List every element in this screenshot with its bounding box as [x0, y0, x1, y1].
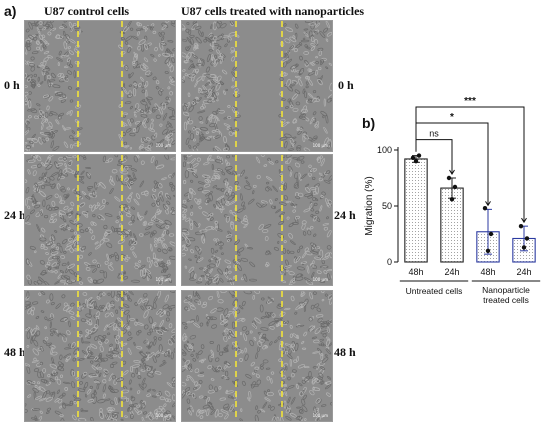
row-label-0h-right: 0 h [338, 78, 354, 92]
y-tick-label-50: 50 [382, 201, 392, 211]
data-point-2-1 [488, 231, 494, 237]
column-title-control: U87 control cells [44, 4, 130, 18]
bar-0 [404, 158, 428, 263]
significance-bracket-2 [415, 106, 525, 223]
significance-arrow-2 [521, 217, 527, 224]
data-point-0-1 [416, 153, 422, 158]
row-label-24h-right: 24 h [334, 208, 356, 222]
scale-bar-label: 100 µm [156, 277, 171, 282]
x-tick-label-1: 24h [444, 267, 459, 277]
data-point-3-1 [524, 236, 530, 241]
significance-label-2: *** [464, 96, 476, 107]
data-point-1-0 [446, 175, 452, 181]
micrograph-treated-48h: 100 µm [181, 290, 333, 422]
data-point-2-0 [482, 206, 488, 211]
panel-a-letter: a) [4, 3, 17, 19]
significance-label-0: ns [429, 129, 439, 139]
row-label-48h-left: 48 h [4, 345, 26, 359]
data-point-2-2 [485, 248, 491, 253]
micrograph-treated-0h: 100 µm [181, 20, 333, 152]
data-point-3-0 [518, 223, 524, 229]
data-point-1-2 [449, 197, 455, 202]
scale-bar-label: 100 µm [156, 413, 171, 418]
group-label-0: Untreated cells [406, 286, 463, 296]
x-tick-label-2: 48h [480, 267, 495, 277]
y-axis-label: Migration (%) [364, 176, 375, 235]
y-tick-label-0: 0 [387, 257, 392, 267]
micrograph-control-0h: 100 µm [24, 20, 176, 152]
scale-bar-label: 100 µm [156, 143, 171, 148]
scale-bar-label: 100 µm [313, 413, 328, 418]
data-point-0-2 [413, 159, 419, 164]
x-tick-label-0: 48h [408, 267, 423, 277]
data-point-3-2 [521, 245, 527, 250]
data-point-1-1 [452, 184, 458, 190]
x-tick-label-3: 24h [516, 267, 531, 277]
row-label-0h-left: 0 h [4, 78, 20, 92]
micrograph-control-24h: 100 µm [24, 154, 176, 286]
column-title-treated: U87 cells treated with nanoparticles [181, 4, 365, 18]
significance-arrow-1 [485, 201, 491, 207]
significance-arrow-0 [449, 169, 455, 175]
panel-b-letter: b) [362, 115, 375, 131]
micrograph-treated-24h: 100 µm [181, 154, 333, 286]
significance-label-1: * [450, 112, 454, 123]
micrograph-control-48h: 100 µm [24, 290, 176, 422]
scale-bar-label: 100 µm [313, 143, 328, 148]
scale-bar-label: 100 µm [313, 277, 328, 282]
migration-bar-chart: b) 0 50 100 Migration (%) 48h 24h 48h 24h Untreat… [362, 96, 541, 305]
group-label-1: Nanoparticle treated cells [482, 285, 530, 305]
row-label-48h-right: 48 h [334, 345, 356, 359]
data-point-0-0 [410, 155, 416, 161]
row-label-24h-left: 24 h [4, 208, 26, 222]
y-tick-label-100: 100 [377, 145, 392, 155]
